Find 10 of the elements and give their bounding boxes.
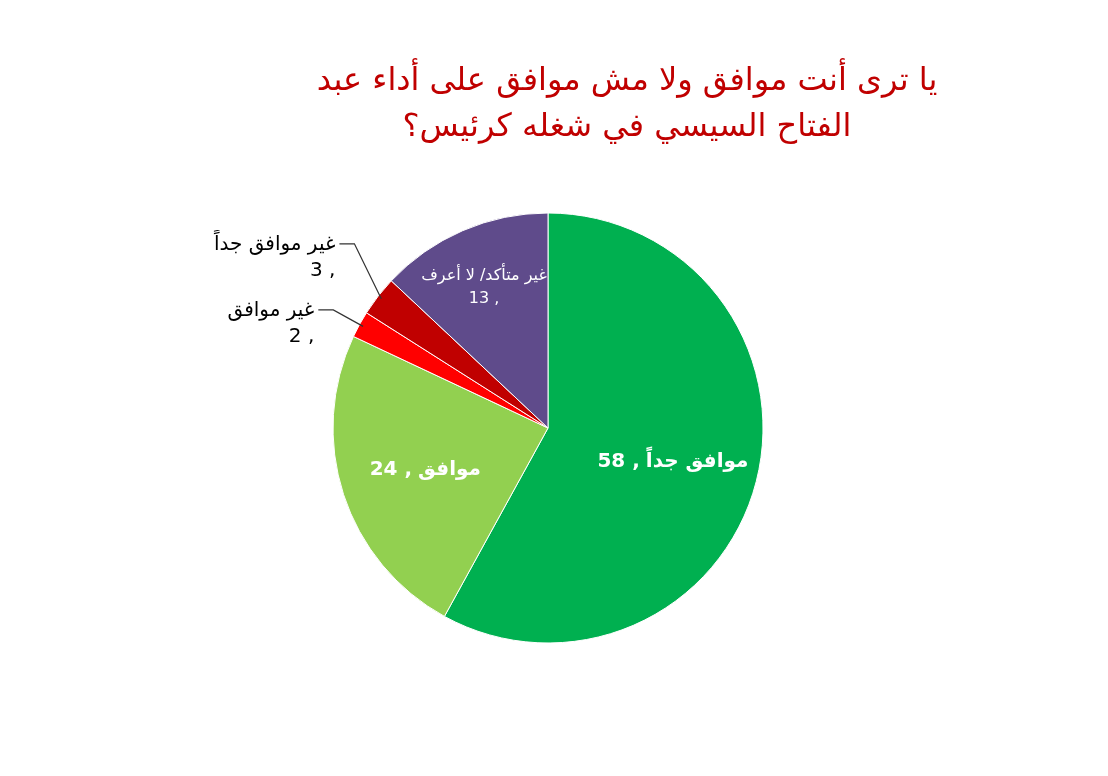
data-label: , 58: [597, 447, 640, 474]
data-label: , 24: [369, 454, 413, 481]
slice-label: موافق جداً: [645, 447, 749, 474]
slice-label: غير موافق: [227, 295, 315, 322]
slice-label: غير متأكد/ لا أعرف: [421, 262, 547, 286]
slice-label: موافق: [418, 454, 481, 481]
data-label: , 2: [288, 321, 315, 348]
data-label: , 3: [309, 255, 336, 282]
data-label: , 13: [468, 286, 500, 309]
chart-title: يا ترى أنت موافق ولا مش موافق على أداء عبد الفتاح السيسي في شغله كرئيس؟: [315, 57, 939, 146]
